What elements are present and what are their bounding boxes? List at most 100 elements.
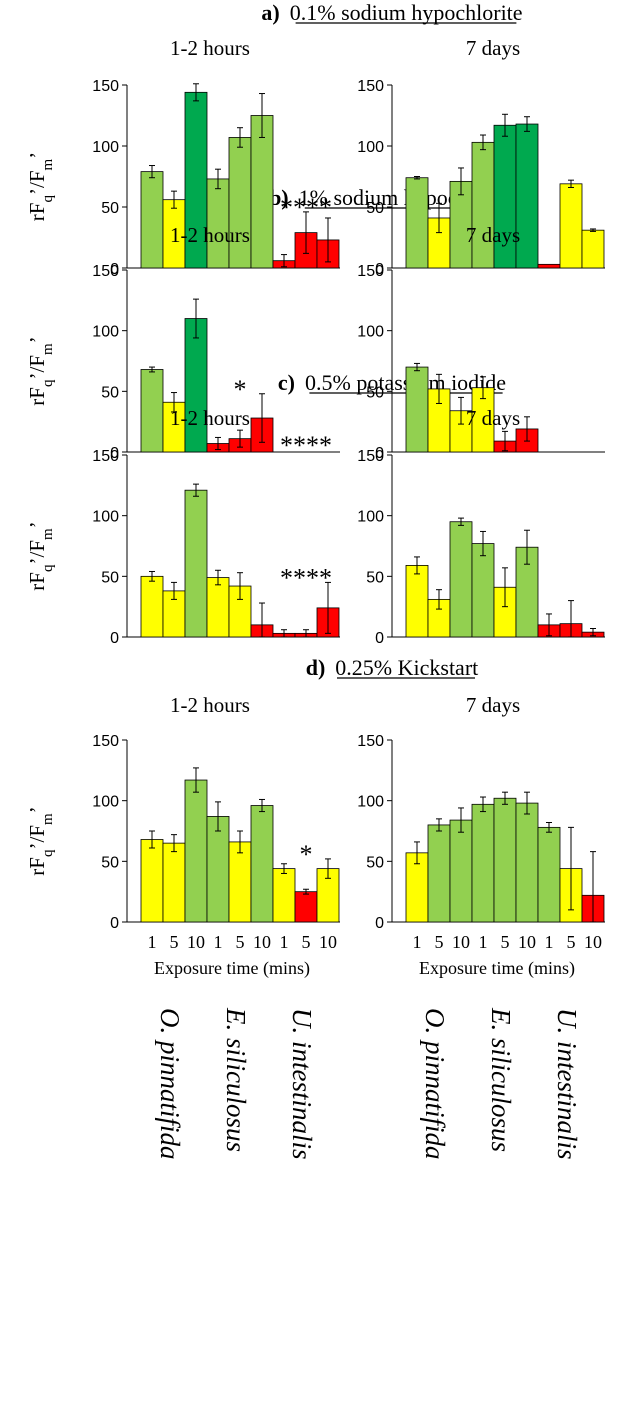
bar	[405, 366, 429, 453]
x-tick-label: 10	[253, 932, 271, 952]
y-tick-label: 150	[357, 263, 384, 280]
chart-panel: 7 days 0 50 100 150	[357, 36, 605, 278]
chart-panel: 7 days 0 50 100 150	[357, 223, 605, 462]
panel-letter: b)	[269, 185, 289, 210]
chart-panel: 1-2 hours 0 50 100 150 ****	[92, 36, 340, 278]
time-heading: 7 days	[466, 223, 520, 247]
y-tick-label: 100	[92, 139, 119, 156]
x-tick-label: 10	[584, 932, 602, 952]
x-axis-title: Exposure time (mins)	[154, 958, 310, 979]
bar	[250, 805, 274, 923]
y-tick-label: 50	[101, 384, 119, 401]
x-tick-label: 10	[187, 932, 205, 952]
y-tick-label: 150	[92, 263, 119, 280]
chart-panel: 7 days 0 50 100 150	[357, 406, 605, 647]
y-tick-label: 100	[92, 794, 119, 811]
y-tick-label: 0	[375, 915, 384, 932]
y-tick-label: 150	[357, 448, 384, 465]
time-heading: 7 days	[466, 36, 520, 60]
bar	[140, 575, 164, 638]
significance-annotation: ****	[280, 431, 332, 460]
bar	[537, 826, 561, 923]
y-tick-label: 100	[357, 139, 384, 156]
x-axis-title: Exposure time (mins)	[419, 958, 575, 979]
species-label: O. pinnatifida	[155, 1008, 185, 1160]
y-tick-label: 0	[375, 261, 384, 278]
x-tick-label: 5	[501, 932, 510, 952]
chart-panel: 1-2 hours 0 50 100 150 ****	[92, 406, 340, 647]
bar	[140, 369, 164, 453]
bar	[559, 183, 583, 269]
y-tick-label: 100	[357, 324, 384, 341]
bar	[581, 229, 605, 269]
bar	[250, 115, 274, 269]
bar	[405, 565, 429, 638]
bar	[272, 868, 296, 923]
y-tick-label: 100	[357, 794, 384, 811]
panel-letter: c)	[278, 370, 295, 395]
bar	[206, 577, 230, 638]
species-label: O. pinnatifida	[420, 1008, 450, 1160]
panel-treatment: 0.1% sodium hypochlorite	[290, 0, 523, 25]
y-tick-label: 50	[101, 569, 119, 586]
bar	[140, 171, 164, 269]
significance-annotation: *	[234, 375, 247, 404]
time-heading: 1-2 hours	[170, 223, 250, 247]
y-axis-label: rFq’/Fm’	[25, 521, 56, 590]
y-tick-label: 50	[101, 200, 119, 217]
y-tick-label: 0	[110, 630, 119, 647]
y-axis-label: rFq’/Fm’	[25, 806, 56, 875]
bar	[184, 779, 208, 923]
species-label: U. intestinalis	[552, 1008, 582, 1160]
bar	[515, 802, 539, 923]
x-tick-label: 5	[435, 932, 444, 952]
panel-letter: d)	[306, 655, 326, 680]
panel-treatment: 0.25% Kickstart	[335, 655, 478, 680]
bar	[184, 489, 208, 638]
time-heading: 1-2 hours	[170, 693, 250, 717]
y-tick-label: 0	[110, 261, 119, 278]
bar	[206, 816, 230, 923]
bar	[294, 891, 318, 923]
x-tick-label: 1	[479, 932, 488, 952]
bar	[405, 177, 429, 269]
y-tick-label: 100	[92, 324, 119, 341]
bar	[228, 841, 252, 923]
y-tick-label: 150	[357, 78, 384, 95]
species-label: E. siliculosus	[486, 1007, 516, 1152]
y-axis-label: rFq’/Fm’	[25, 152, 56, 221]
significance-annotation: ****	[280, 563, 332, 592]
y-tick-label: 150	[92, 733, 119, 750]
y-tick-label: 100	[357, 509, 384, 526]
significance-annotation: *	[300, 840, 313, 869]
y-tick-label: 50	[366, 384, 384, 401]
y-tick-label: 150	[357, 733, 384, 750]
bar	[471, 141, 495, 269]
x-tick-label: 5	[567, 932, 576, 952]
bar	[471, 803, 495, 923]
bar	[449, 819, 473, 923]
bar	[493, 797, 517, 923]
y-axis-label: rFq’/Fm’	[25, 336, 56, 405]
panel-heading: d) 0.25% Kickstart	[306, 655, 479, 680]
time-heading: 7 days	[466, 406, 520, 430]
x-tick-label: 1	[148, 932, 157, 952]
x-tick-label: 1	[280, 932, 289, 952]
y-tick-label: 150	[92, 78, 119, 95]
y-tick-label: 0	[375, 630, 384, 647]
y-tick-label: 0	[110, 915, 119, 932]
y-tick-label: 50	[101, 854, 119, 871]
time-heading: 1-2 hours	[170, 406, 250, 430]
significance-annotation: ****	[280, 193, 332, 222]
x-tick-label: 10	[452, 932, 470, 952]
bar	[140, 839, 164, 923]
species-label: E. siliculosus	[221, 1007, 251, 1152]
y-tick-label: 50	[366, 854, 384, 871]
bar	[162, 842, 186, 923]
bar	[449, 521, 473, 638]
x-tick-label: 5	[236, 932, 245, 952]
y-tick-label: 100	[92, 509, 119, 526]
